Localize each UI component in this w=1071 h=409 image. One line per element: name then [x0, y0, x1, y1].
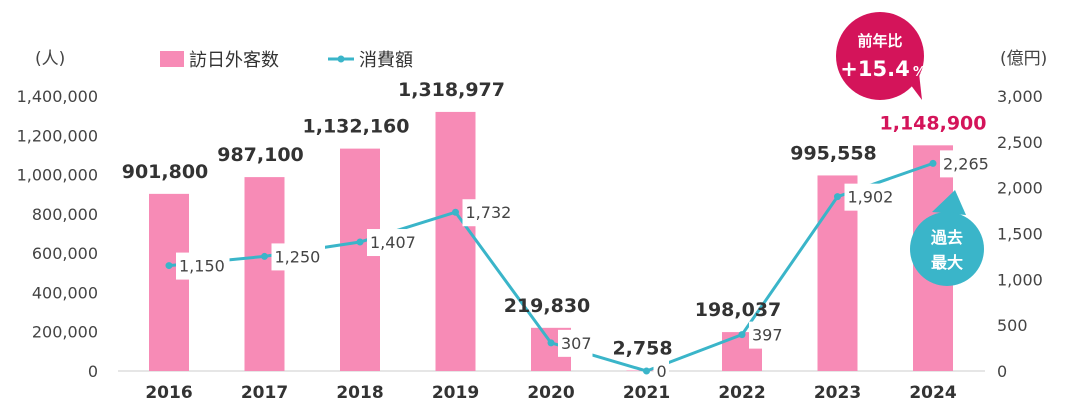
line-point — [261, 252, 268, 260]
bar-value-label: 219,830 — [504, 295, 591, 317]
x-tick-label: 2017 — [241, 383, 288, 403]
x-axis-ticks: 2016 2017 2018 2019 2020 2021 2022 2023 2024 — [145, 383, 956, 403]
line-point — [165, 262, 173, 270]
line-label-bg — [271, 243, 325, 271]
line-value-labels: 1,150 1,250 1,407 1,732 307 0 397 1,902 2,265 — [176, 150, 994, 385]
bar — [244, 177, 285, 371]
line-value-label: 0 — [657, 362, 667, 381]
line-value-label: 1,250 — [275, 247, 321, 266]
x-tick-label: 2020 — [527, 383, 574, 403]
bar-value-label: 1,318,977 — [398, 79, 505, 101]
record-bubble: 過去 最大 — [910, 190, 984, 286]
left-axis-ticks: 0 200,000 400,000 600,000 800,000 1,000,000 1,… — [17, 87, 98, 381]
x-tick-label: 2023 — [814, 383, 861, 403]
yoy-bubble-title: 前年比 — [857, 32, 902, 50]
right-axis-unit: (億円) — [1000, 49, 1047, 69]
bar-value-labels: 901,800 987,100 1,132,160 1,318,977 219,830 2… — [122, 79, 987, 360]
bar — [435, 111, 476, 372]
line-point — [547, 339, 555, 347]
line-value-label: 1,902 — [848, 188, 894, 207]
line-value-label: 1,407 — [370, 233, 416, 252]
left-tick-label: 400,000 — [32, 283, 98, 302]
bar-value-label: 901,800 — [122, 161, 209, 183]
bar-value-label: 995,558 — [790, 142, 877, 164]
left-tick-label: 1,000,000 — [17, 166, 98, 185]
legend: 訪日外客数 消費額 — [160, 50, 413, 71]
line-label-bg — [749, 321, 784, 349]
x-tick-label: 2021 — [623, 383, 670, 403]
left-tick-label: 600,000 — [32, 244, 98, 263]
line-label-bg — [462, 199, 516, 227]
right-tick-label: 0 — [997, 362, 1007, 381]
legend-line-label: 消費額 — [359, 50, 413, 71]
line-point — [452, 208, 459, 216]
line-point — [738, 331, 746, 339]
bar-value-label: 987,100 — [217, 144, 304, 166]
line-value-label: 2,265 — [943, 154, 989, 173]
left-axis-unit: (人) — [35, 49, 65, 69]
right-tick-label: 500 — [997, 316, 1028, 335]
bar-series — [149, 111, 953, 372]
x-tick-label: 2018 — [336, 383, 383, 403]
line-point — [643, 367, 650, 375]
x-tick-label: 2022 — [718, 383, 765, 403]
bar-value-label: 1,132,160 — [303, 116, 410, 138]
line-label-bg — [940, 150, 994, 178]
line-label-bg — [844, 183, 898, 211]
line-value-label: 1,150 — [179, 257, 225, 276]
left-tick-label: 0 — [88, 362, 98, 381]
right-tick-label: 1,500 — [997, 225, 1043, 244]
line-value-label: 307 — [561, 334, 592, 353]
right-tick-label: 3,000 — [997, 87, 1043, 106]
bar-value-label: 1,148,900 — [880, 112, 987, 134]
bar — [340, 148, 380, 371]
legend-bar-label: 訪日外客数 — [189, 50, 279, 71]
yoy-bubble-unit: % — [913, 65, 926, 80]
x-tick-label: 2024 — [909, 383, 956, 403]
yoy-bubble: 前年比 +15.4 % — [836, 12, 926, 100]
legend-line-marker — [337, 55, 345, 63]
yoy-bubble-value: +15.4 — [840, 57, 909, 81]
yoy-bubble-circle — [836, 12, 924, 100]
left-tick-label: 200,000 — [32, 323, 98, 342]
legend-bar-swatch — [160, 51, 184, 67]
bar-value-label: 2,758 — [612, 337, 672, 359]
line-value-label: 1,732 — [466, 203, 512, 222]
line-point — [356, 238, 364, 246]
line-label-bg — [176, 252, 230, 280]
line-label-bg — [558, 329, 593, 357]
record-bubble-circle — [910, 212, 984, 286]
right-tick-label: 2,500 — [997, 133, 1043, 152]
left-tick-label: 1,400,000 — [17, 87, 98, 106]
line-point — [929, 159, 937, 167]
x-tick-label: 2019 — [432, 383, 479, 403]
left-tick-label: 1,200,000 — [17, 126, 98, 145]
line-value-label: 397 — [752, 326, 783, 345]
line-point — [834, 193, 841, 201]
record-bubble-line2: 最大 — [931, 253, 963, 272]
line-label-bg — [653, 358, 669, 385]
bar-value-label: 198,037 — [695, 299, 782, 321]
right-tick-label: 1,000 — [997, 270, 1043, 289]
record-bubble-line1: 過去 — [930, 228, 963, 247]
x-tick-label: 2016 — [145, 383, 192, 403]
right-tick-label: 2,000 — [997, 179, 1043, 198]
bar — [149, 193, 189, 371]
record-bubble-tail — [932, 190, 966, 215]
right-axis-ticks: 0 500 1,000 1,500 2,000 2,500 3,000 — [997, 87, 1043, 381]
left-tick-label: 800,000 — [32, 205, 98, 224]
line-label-bg — [367, 229, 421, 257]
